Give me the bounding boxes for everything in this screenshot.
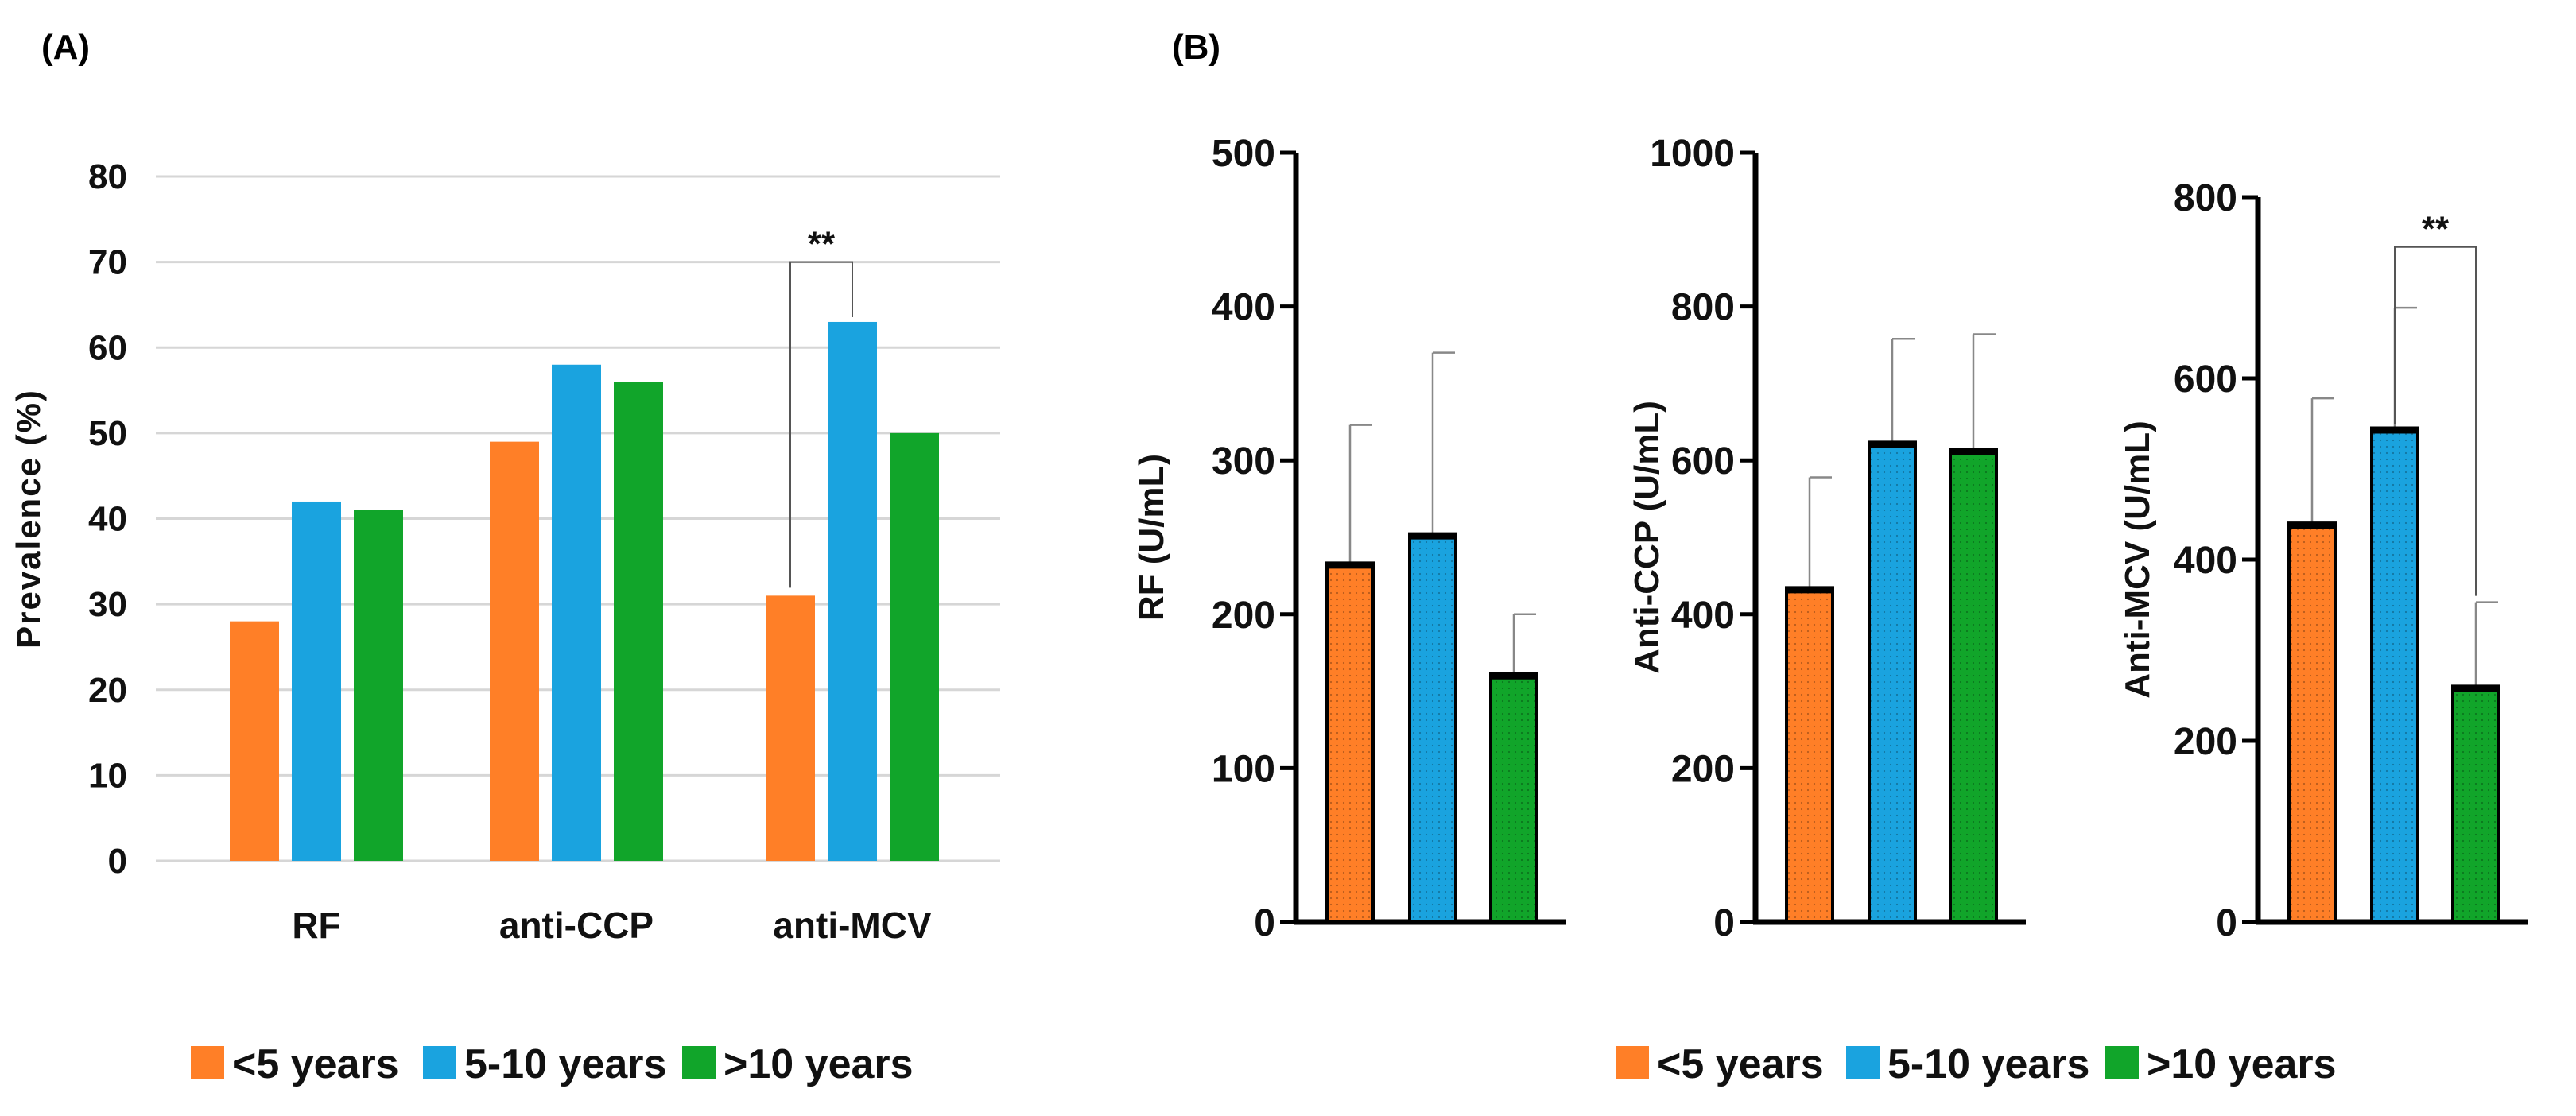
panel-a-chart: 0 10 20 30 40 50 60 70 80 Prevalence (%) RF anti-CC… [10, 157, 1000, 946]
y-axis-label-anti-mcv: Anti-MCV (U/mL) [2118, 420, 2157, 699]
legend-label-b: <5 years [1657, 1041, 1824, 1087]
legend-swatch-a [682, 1046, 716, 1079]
y-tick-anti-mcv: 200 [2174, 721, 2237, 763]
y-axis-label-rf: RF (U/mL) [1132, 454, 1171, 621]
bar-a [890, 432, 939, 861]
y-axis-label-anti-ccp: Anti-CCP (U/mL) [1627, 401, 1666, 674]
legend-swatch-b [2105, 1046, 2139, 1079]
y-tick-a: 30 [88, 585, 127, 624]
bar-texture-anti-mcv [2289, 525, 2335, 922]
bar-a [292, 501, 341, 861]
y-tick-a: 20 [88, 671, 127, 710]
legend-label-a: 5-10 years [464, 1041, 666, 1087]
legend-a: <5 years 5-10 years >10 years [191, 1041, 914, 1087]
y-tick-anti-mcv: 400 [2174, 540, 2237, 582]
y-tick-anti-mcv: 0 [2216, 902, 2237, 944]
legend-swatch-b [1846, 1046, 1880, 1079]
y-tick-rf: 200 [1212, 595, 1275, 637]
y-tick-anti-mcv: 800 [2174, 177, 2237, 219]
bar-texture-anti-ccp [1950, 451, 1996, 922]
y-tick-anti-ccp: 200 [1671, 748, 1735, 790]
bar-texture-rf [1410, 536, 1456, 922]
y-tick-rf: 500 [1212, 133, 1275, 175]
y-tick-anti-ccp: 600 [1671, 440, 1735, 482]
panel-b-anti-ccp-chart: 0 200 400 600 800 1000 Anti-CCP (U/mL) [1627, 133, 2026, 944]
category-label-a: RF [292, 905, 340, 946]
y-tick-anti-ccp: 1000 [1650, 133, 1735, 175]
panel-b-anti-mcv-chart: 0 200 400 600 800 Anti-MCV (U/mL) ** [2118, 177, 2528, 944]
bar-a [552, 364, 601, 861]
bar-texture-anti-ccp [1869, 444, 1915, 922]
bar-a [614, 382, 663, 861]
y-tick-rf: 300 [1212, 440, 1275, 482]
y-tick-anti-ccp: 800 [1671, 287, 1735, 329]
y-tick-a: 70 [88, 243, 127, 282]
bar-texture-anti-mcv [2453, 688, 2499, 922]
y-tick-rf: 0 [1254, 902, 1275, 944]
bar-texture-rf [1327, 564, 1373, 922]
legend-label-a: >10 years [724, 1041, 914, 1087]
y-tick-a: 0 [108, 842, 127, 881]
bar-a [354, 510, 403, 861]
panel-b-label: (B) [1172, 28, 1220, 67]
panel-a-label: (A) [41, 28, 90, 67]
legend-swatch-a [191, 1046, 224, 1079]
y-tick-rf: 100 [1212, 748, 1275, 790]
y-tick-anti-ccp: 0 [1713, 902, 1735, 944]
significance-bracket-a [789, 261, 853, 588]
y-tick-a: 60 [88, 328, 127, 367]
y-tick-a: 50 [88, 414, 127, 453]
y-tick-a: 80 [88, 157, 127, 196]
bar-a [490, 441, 539, 861]
significance-bracket-anti-mcv [2394, 246, 2477, 596]
bar-texture-rf [1491, 676, 1537, 922]
bar-a [828, 321, 877, 861]
bar-texture-anti-ccp [1787, 589, 1833, 922]
legend-b: <5 years 5-10 years >10 years [1616, 1041, 2337, 1087]
bar-texture-anti-mcv [2372, 429, 2418, 922]
y-tick-a: 10 [88, 756, 127, 795]
bar-a [766, 595, 815, 861]
y-tick-anti-ccp: 400 [1671, 595, 1735, 637]
legend-label-b: 5-10 years [1887, 1041, 2089, 1087]
y-tick-a: 40 [88, 500, 127, 539]
legend-label-a: <5 years [232, 1041, 399, 1087]
y-axis-label-a: Prevalence (%) [10, 389, 47, 649]
category-label-a: anti-MCV [773, 905, 932, 946]
bar-a [230, 621, 279, 861]
y-tick-rf: 400 [1212, 287, 1275, 329]
legend-swatch-b [1616, 1046, 1649, 1079]
category-label-a: anti-CCP [499, 905, 654, 946]
y-tick-anti-mcv: 600 [2174, 358, 2237, 401]
legend-swatch-a [423, 1046, 456, 1079]
significance-marker-a: ** [808, 225, 836, 264]
legend-label-b: >10 years [2147, 1041, 2337, 1087]
panel-b-rf-chart: 0 100 200 300 400 500 RF (U/mL) [1132, 133, 1566, 944]
significance-marker-anti-mcv: ** [2422, 210, 2450, 249]
